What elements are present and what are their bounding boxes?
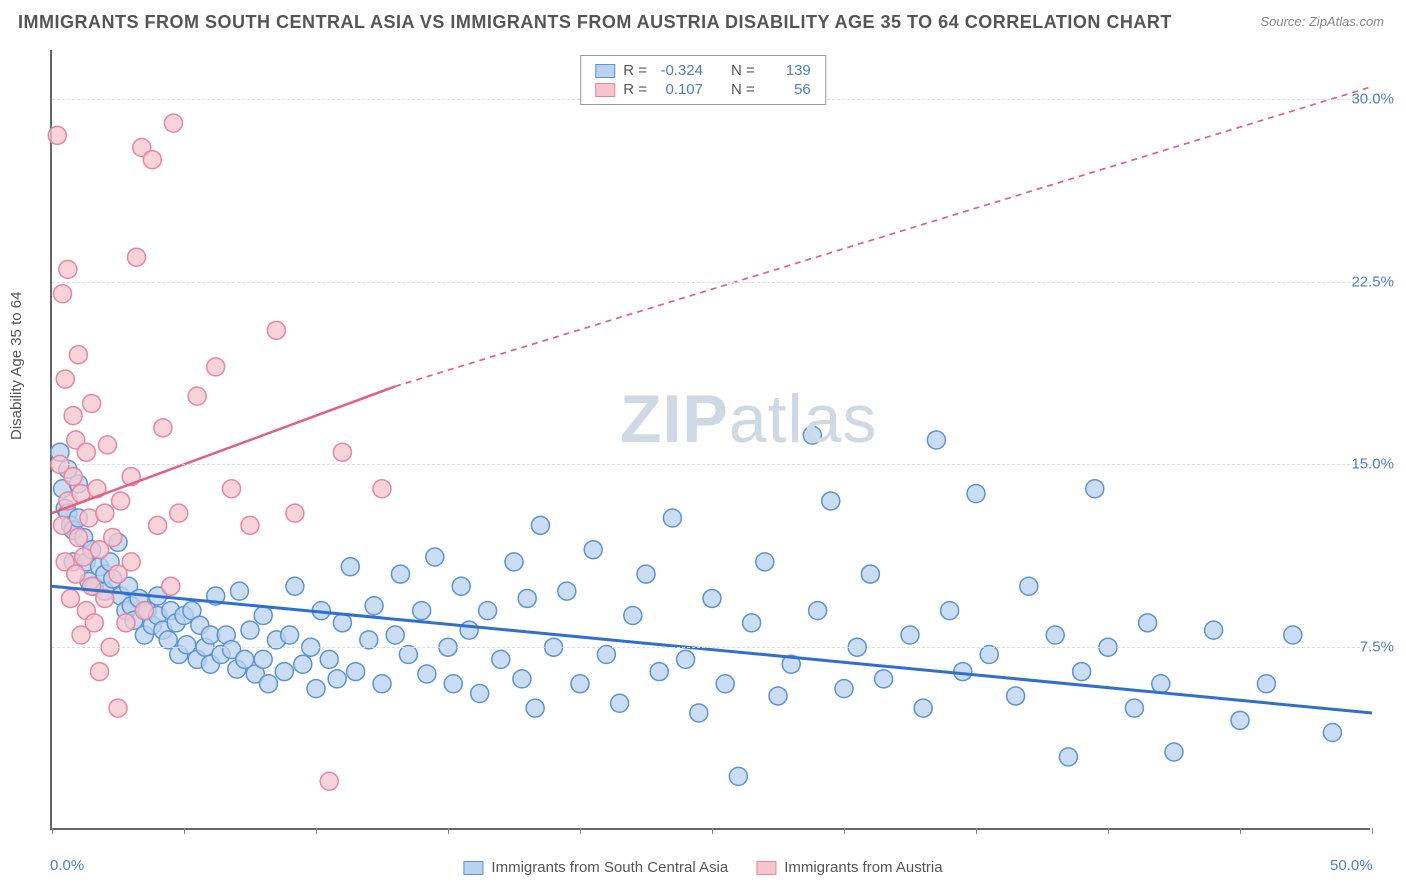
legend-series: Immigrants from South Central Asia Immig… <box>463 859 942 876</box>
n-value-1: 139 <box>763 62 811 79</box>
x-tick <box>1240 828 1241 834</box>
x-tick-label: 50.0% <box>1330 857 1373 874</box>
x-tick <box>184 828 185 834</box>
x-tick <box>1372 828 1373 834</box>
y-tick-label: 15.0% <box>1351 456 1394 473</box>
x-tick <box>712 828 713 834</box>
legend-row-1: R = -0.324 N = 139 <box>595 61 811 80</box>
x-tick <box>448 828 449 834</box>
x-tick <box>580 828 581 834</box>
r-value-1: -0.324 <box>655 62 703 79</box>
source-label: Source: ZipAtlas.com <box>1260 14 1384 29</box>
x-tick <box>52 828 53 834</box>
legend-item-2: Immigrants from Austria <box>756 859 942 876</box>
y-tick-label: 22.5% <box>1351 273 1394 290</box>
x-tick <box>976 828 977 834</box>
legend-swatch-pink <box>595 83 615 97</box>
y-tick-label: 30.0% <box>1351 90 1394 107</box>
n-label: N = <box>731 81 755 98</box>
legend-swatch-pink <box>756 861 776 875</box>
gridline <box>52 647 1370 648</box>
y-axis-label: Disability Age 35 to 64 <box>8 292 25 440</box>
plot-area <box>50 50 1370 830</box>
x-tick <box>844 828 845 834</box>
chart-title: IMMIGRANTS FROM SOUTH CENTRAL ASIA VS IM… <box>18 12 1172 33</box>
legend-item-1: Immigrants from South Central Asia <box>463 859 728 876</box>
plot-svg <box>52 50 1370 828</box>
legend-label-1: Immigrants from South Central Asia <box>491 859 728 876</box>
x-tick <box>1108 828 1109 834</box>
n-value-2: 56 <box>763 81 811 98</box>
x-tick <box>316 828 317 834</box>
legend-stats-box: R = -0.324 N = 139 R = 0.107 N = 56 <box>580 55 826 105</box>
gridline <box>52 464 1370 465</box>
y-tick-label: 7.5% <box>1360 639 1394 656</box>
r-value-2: 0.107 <box>655 81 703 98</box>
n-label: N = <box>731 62 755 79</box>
r-label: R = <box>623 81 647 98</box>
legend-row-2: R = 0.107 N = 56 <box>595 80 811 99</box>
r-label: R = <box>623 62 647 79</box>
legend-label-2: Immigrants from Austria <box>784 859 942 876</box>
gridline <box>52 282 1370 283</box>
legend-swatch-blue <box>595 64 615 78</box>
x-tick-label: 0.0% <box>50 857 84 874</box>
legend-swatch-blue <box>463 861 483 875</box>
